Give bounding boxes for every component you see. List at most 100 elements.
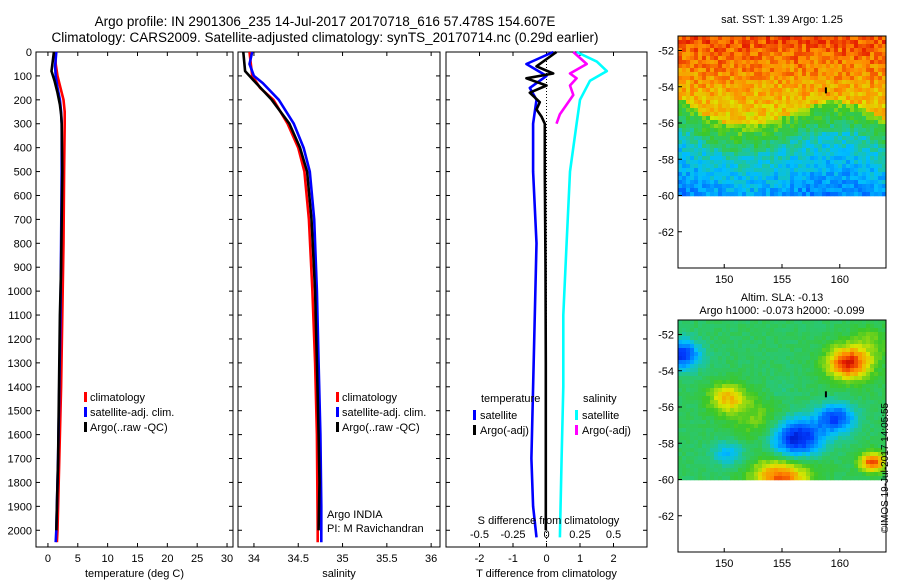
sla-map-cell bbox=[826, 448, 831, 453]
sst-map-cell bbox=[750, 88, 755, 93]
sla-map-cell bbox=[678, 352, 683, 357]
sla-map-cell bbox=[694, 444, 699, 449]
sst-map-cell bbox=[774, 40, 779, 45]
sst-map-cell bbox=[790, 88, 795, 93]
sla-map-cell bbox=[786, 412, 791, 417]
temperature-legend-label: climatology bbox=[90, 392, 146, 404]
sla-map-cell bbox=[750, 396, 755, 401]
sst-map-cell bbox=[690, 44, 695, 49]
sla-map-cell bbox=[806, 348, 811, 353]
sla-map-cell bbox=[766, 388, 771, 393]
sla-map-cell bbox=[814, 344, 819, 349]
sla-map-cell bbox=[786, 400, 791, 405]
sst-map-cell bbox=[782, 100, 787, 105]
sla-map-cell bbox=[702, 332, 707, 337]
sla-map-cell bbox=[806, 440, 811, 445]
sla-map-cell bbox=[702, 376, 707, 381]
sst-map-cell bbox=[702, 184, 707, 189]
sla-map-cell bbox=[826, 464, 831, 469]
sst-map-cell bbox=[770, 48, 775, 53]
sla-map-cell bbox=[858, 440, 863, 445]
sla-map-cell bbox=[882, 368, 887, 373]
sst-map-cell bbox=[762, 124, 767, 129]
sla-map-cell bbox=[718, 396, 723, 401]
sst-map-cell bbox=[802, 116, 807, 121]
sla-map-cell bbox=[722, 476, 727, 481]
sla-map-cell bbox=[850, 408, 855, 413]
sla-map-cell bbox=[734, 376, 739, 381]
sst-map-cell bbox=[842, 36, 847, 41]
sla-map-cell bbox=[706, 432, 711, 437]
sst-map-cell bbox=[782, 48, 787, 53]
sla-map-cell bbox=[686, 472, 691, 477]
sla-map-cell bbox=[774, 360, 779, 365]
sla-map-cell bbox=[734, 392, 739, 397]
sla-map-cell bbox=[738, 368, 743, 373]
sla-map-cell bbox=[738, 348, 743, 353]
sla-map-cell bbox=[786, 336, 791, 341]
sla-map-cell bbox=[714, 456, 719, 461]
sst-map-cell bbox=[882, 36, 887, 41]
sla-map-cell bbox=[686, 444, 691, 449]
sla-map-cell bbox=[778, 468, 783, 473]
sst-map-cell bbox=[878, 56, 883, 61]
sla-map-cell bbox=[866, 352, 871, 357]
sla-map-cell bbox=[866, 372, 871, 377]
sla-map-cell bbox=[710, 348, 715, 353]
sst-map-cell bbox=[758, 160, 763, 165]
sla-map-cell bbox=[786, 352, 791, 357]
sla-map-cell bbox=[782, 376, 787, 381]
sst-map-cell bbox=[810, 48, 815, 53]
sla-map-cell bbox=[734, 404, 739, 409]
sla-map-cell bbox=[842, 372, 847, 377]
sla-map-cell bbox=[762, 404, 767, 409]
sla-map-cell bbox=[770, 380, 775, 385]
sst-map-cell bbox=[786, 104, 791, 109]
sla-map-cell bbox=[710, 460, 715, 465]
sst-map-cell bbox=[878, 100, 883, 105]
sla-map-cell bbox=[774, 404, 779, 409]
difference-x-tick-label: 2 bbox=[610, 553, 616, 565]
sla-map-cell bbox=[826, 420, 831, 425]
sla-map-cell bbox=[702, 436, 707, 441]
sst-map-cell bbox=[758, 68, 763, 73]
sla-map-cell bbox=[742, 388, 747, 393]
sla-map-cell bbox=[862, 384, 867, 389]
sla-map-cell bbox=[834, 320, 839, 325]
sla-map-cell bbox=[830, 404, 835, 409]
sst-map-cell bbox=[810, 68, 815, 73]
sst-map-cell bbox=[746, 140, 751, 145]
sst-map-cell bbox=[846, 136, 851, 141]
sla-map-cell bbox=[806, 444, 811, 449]
sst-map-cell bbox=[850, 192, 855, 197]
sla-map-cell bbox=[730, 384, 735, 389]
sst-map-cell bbox=[754, 132, 759, 137]
sla-map-cell bbox=[726, 344, 731, 349]
sst-map-cell bbox=[682, 72, 687, 77]
sst-map-cell bbox=[694, 160, 699, 165]
sst-map-cell bbox=[842, 180, 847, 185]
sla-map-cell bbox=[794, 468, 799, 473]
sla-map-cell bbox=[834, 340, 839, 345]
sst-map-cell bbox=[770, 184, 775, 189]
sla-map-cell bbox=[802, 424, 807, 429]
sst-map-cell bbox=[722, 40, 727, 45]
sst-map-cell bbox=[762, 52, 767, 57]
sla-map-cell bbox=[834, 448, 839, 453]
sst-map-cell bbox=[862, 60, 867, 65]
sla-map-cell bbox=[862, 332, 867, 337]
sst-map-cell bbox=[782, 80, 787, 85]
sst-map-cell bbox=[878, 160, 883, 165]
sla-map-cell bbox=[770, 420, 775, 425]
sst-map-cell bbox=[882, 168, 887, 173]
sst-map-cell bbox=[678, 124, 683, 129]
sst-map-cell bbox=[774, 80, 779, 85]
sla-map-cell bbox=[786, 460, 791, 465]
sst-map-cell bbox=[714, 76, 719, 81]
sla-map-cell bbox=[778, 456, 783, 461]
sla-map-cell bbox=[698, 392, 703, 397]
sst-map-y-tick-label: -58 bbox=[658, 154, 674, 166]
sla-map-cell bbox=[818, 324, 823, 329]
sst-map-cell bbox=[698, 140, 703, 145]
sla-map-cell bbox=[698, 420, 703, 425]
